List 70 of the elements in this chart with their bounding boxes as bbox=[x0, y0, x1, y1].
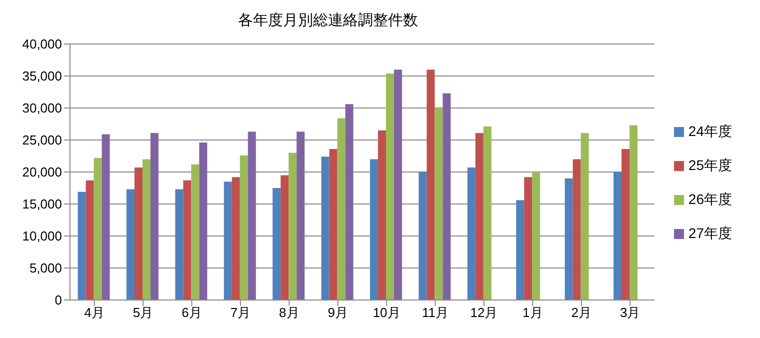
bar bbox=[516, 200, 524, 300]
bar bbox=[378, 130, 386, 300]
bar bbox=[175, 189, 184, 300]
bar bbox=[337, 118, 346, 300]
bar bbox=[240, 155, 248, 300]
bar bbox=[248, 132, 256, 300]
x-tick-label: 12月 bbox=[470, 305, 498, 320]
x-tick-label: 4月 bbox=[84, 305, 104, 320]
y-tick-label: 5,000 bbox=[29, 260, 62, 276]
y-tick-label: 10,000 bbox=[22, 228, 62, 244]
bar bbox=[630, 125, 638, 300]
bar bbox=[191, 164, 200, 300]
legend-label: 24年度 bbox=[688, 123, 732, 139]
x-tick-label: 3月 bbox=[620, 305, 640, 320]
x-tick-label: 9月 bbox=[328, 305, 348, 320]
bar bbox=[280, 175, 289, 300]
legend-label: 25年度 bbox=[688, 157, 732, 173]
bar bbox=[224, 182, 232, 300]
y-tick-label: 40,000 bbox=[22, 36, 62, 52]
y-tick-label: 30,000 bbox=[22, 100, 62, 116]
bar bbox=[394, 70, 402, 300]
bar bbox=[580, 132, 589, 300]
bar bbox=[296, 132, 305, 300]
x-tick-label: 8月 bbox=[279, 305, 300, 320]
bar bbox=[232, 177, 240, 300]
y-tick-label: 0 bbox=[54, 292, 62, 308]
legend-label: 27年度 bbox=[688, 225, 732, 241]
x-tick-label: 2月 bbox=[571, 305, 592, 320]
bar bbox=[386, 73, 394, 300]
bar bbox=[475, 132, 484, 300]
bar bbox=[134, 168, 142, 300]
y-tick-label: 20,000 bbox=[22, 164, 62, 180]
bar bbox=[418, 172, 427, 300]
x-tick-label: 7月 bbox=[230, 305, 251, 320]
x-tick-label: 5月 bbox=[132, 305, 154, 320]
bar bbox=[86, 180, 94, 300]
bar bbox=[126, 189, 134, 300]
bar bbox=[442, 93, 451, 300]
x-tick-label: 11月 bbox=[422, 305, 449, 320]
bar bbox=[321, 156, 330, 300]
bar bbox=[345, 104, 354, 300]
x-tick-label: 10月 bbox=[372, 305, 400, 320]
bar bbox=[150, 132, 158, 300]
bar bbox=[426, 70, 435, 300]
y-tick-label: 35,000 bbox=[22, 68, 62, 84]
bar bbox=[78, 192, 86, 300]
x-tick-label: 6月 bbox=[182, 305, 202, 320]
y-tick-label: 25,000 bbox=[22, 132, 62, 148]
bar bbox=[622, 148, 630, 300]
y-tick-label: 15,000 bbox=[22, 196, 62, 212]
bar bbox=[272, 188, 281, 300]
bar bbox=[524, 177, 532, 300]
bar bbox=[142, 159, 150, 300]
bar bbox=[329, 148, 338, 300]
bar bbox=[572, 159, 581, 300]
bar bbox=[94, 158, 102, 300]
bar bbox=[483, 126, 492, 300]
bar bbox=[467, 168, 476, 300]
bar bbox=[564, 178, 573, 300]
bar bbox=[614, 172, 622, 300]
bar bbox=[183, 180, 192, 300]
bar bbox=[370, 159, 378, 300]
x-tick-label: 1月 bbox=[522, 305, 543, 320]
chart-title: 各年度月別総連絡調整件数 bbox=[237, 11, 419, 31]
bar bbox=[434, 108, 443, 300]
bar bbox=[102, 134, 110, 300]
legend-label: 26年度 bbox=[688, 191, 732, 207]
bar bbox=[288, 152, 297, 300]
bar bbox=[532, 172, 540, 300]
bar bbox=[199, 142, 208, 300]
